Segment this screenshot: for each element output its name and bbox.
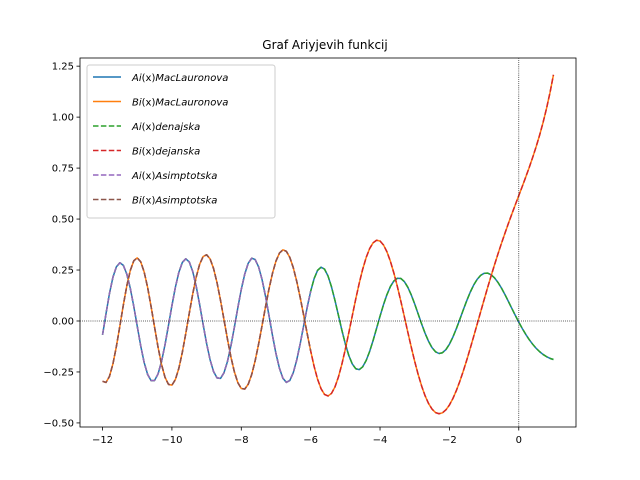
legend-label: Bi(x)dejanska: [132, 147, 200, 158]
legend: Ai(x)MacLauronova Bi(x)MacLauronova Ai(x)d…: [86, 64, 276, 219]
series-line-6: [102, 249, 312, 390]
axes: −12 −10 −8 −6 −4 −2 0 −0.50 −0.25 0.00 0.25 0.50 0.7…: [43, 57, 577, 446]
y-tick-label: 1.00: [52, 113, 74, 124]
y-tick-label: 0.25: [52, 266, 74, 277]
series-layer: [101, 74, 555, 415]
x-tick-label: −6: [303, 435, 318, 446]
x-tick-label: −12: [92, 435, 113, 446]
reference-lines: [80, 58, 576, 427]
x-tick-label: −10: [161, 435, 182, 446]
x-tick-label: 0: [516, 435, 522, 446]
y-tick-label: 0.75: [52, 164, 74, 175]
legend-label: Bi(x)MacLauronova: [132, 98, 228, 109]
y-tick-label: 0.00: [52, 316, 74, 327]
legend-label: Ai(x)Asimptotska: [131, 171, 217, 182]
plot-frame: [79, 57, 577, 428]
series-line-5: [101, 257, 312, 384]
y-tick-label: −0.50: [43, 418, 74, 429]
y-tick-label: 0.50: [52, 215, 74, 226]
legend-box: [86, 64, 276, 219]
legend-label: Ai(x)MacLauronova: [131, 73, 228, 84]
x-tick-label: −2: [442, 435, 457, 446]
chart-title: Graf Ariyjevih funkcij: [262, 38, 387, 52]
legend-label: Bi(x)Asimptotska: [132, 196, 217, 207]
x-tick-label: −4: [373, 435, 388, 446]
legend-label: Ai(x)denajska: [131, 122, 200, 133]
y-tick-label: 1.25: [52, 62, 74, 73]
x-tick-label: −8: [234, 435, 249, 446]
series-line-3: [101, 257, 554, 384]
y-tick-label: −0.25: [43, 367, 74, 378]
series-line-4: [102, 74, 555, 415]
